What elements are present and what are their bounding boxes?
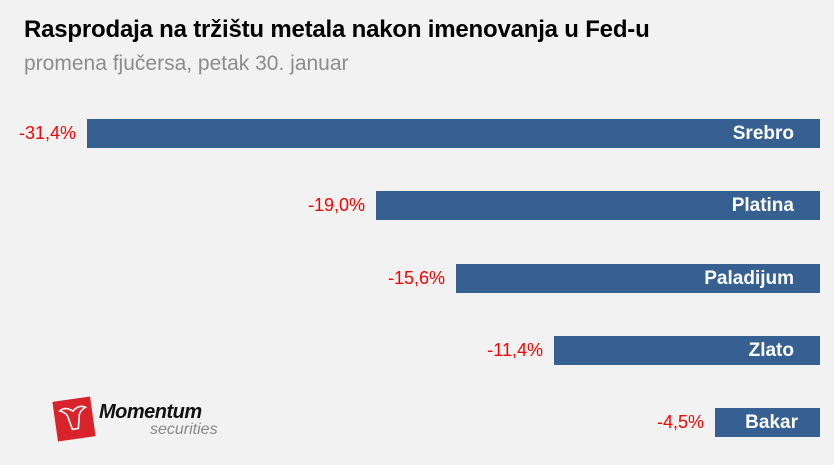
bar-label-zlato: Zlato: [748, 340, 794, 361]
value-label-bakar: -4,5%: [656, 412, 704, 432]
chart-subtitle: promena fjučersa, petak 30. januar: [24, 52, 349, 75]
chart-title: Rasprodaja na tržištu metala nakon imeno…: [24, 16, 650, 43]
bar-bakar: Bakar: [715, 408, 820, 437]
bar-srebro: Srebro: [87, 119, 820, 148]
value-label-zlato: -11,4%: [487, 340, 543, 360]
bar-platina: Platina: [376, 191, 820, 220]
bull-head-icon: [52, 396, 96, 442]
value-label-srebro: -31,4%: [18, 123, 76, 143]
bar-zlato: Zlato: [554, 336, 820, 365]
value-label-paladijum: -15,6%: [387, 268, 445, 288]
bar-label-platina: Platina: [731, 195, 794, 216]
value-label-platina: -19,0%: [307, 195, 365, 215]
logo-brand-text: Momentum: [99, 401, 202, 423]
bar-paladijum: Paladijum: [456, 264, 820, 293]
momentum-securities-logo: Momentum securities: [52, 396, 245, 449]
bar-label-paladijum: Paladijum: [704, 268, 794, 289]
bar-label-bakar: Bakar: [745, 412, 798, 433]
logo-sub-text: securities: [150, 421, 218, 438]
bar-label-srebro: Srebro: [732, 123, 794, 144]
